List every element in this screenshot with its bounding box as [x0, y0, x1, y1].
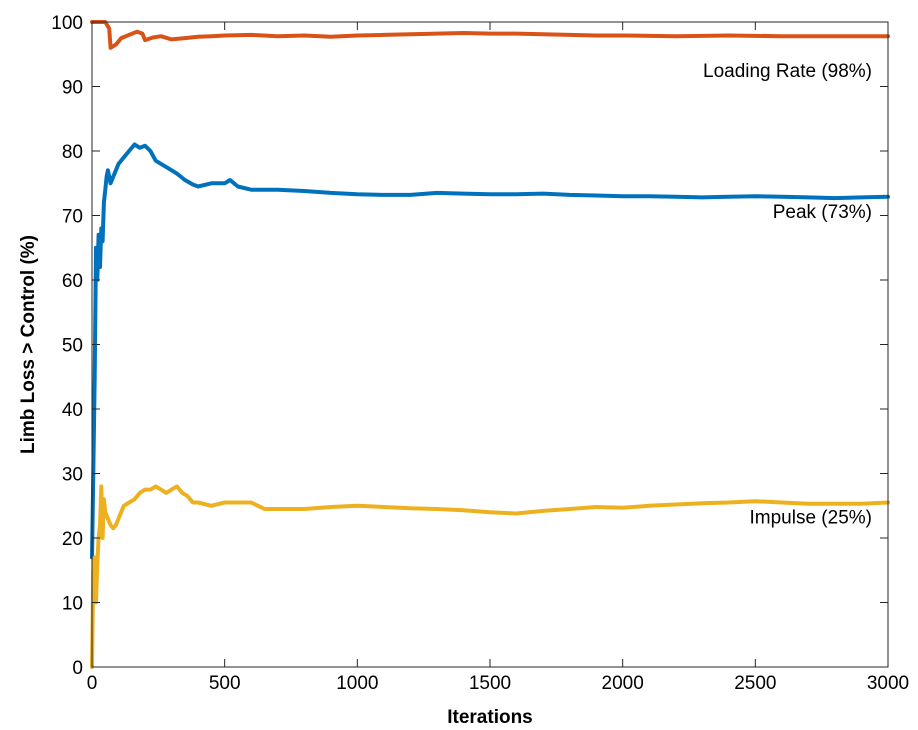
- series-label: Peak (73%): [773, 202, 872, 223]
- x-tick-label: 500: [209, 673, 241, 694]
- x-tick-label: 0: [87, 673, 98, 694]
- y-tick-label: 70: [62, 207, 83, 228]
- series-label: Loading Rate (98%): [703, 61, 872, 82]
- series-line: [90, 484, 890, 669]
- x-tick-label: 2000: [602, 673, 644, 694]
- series-line: [90, 142, 890, 560]
- series-label: Impulse (25%): [750, 508, 873, 529]
- y-tick-label: 10: [62, 594, 83, 615]
- y-tick-label: 40: [62, 400, 83, 421]
- x-tick-label: 2500: [734, 673, 776, 694]
- tick-labels-layer: 0 500 1000 1500 2000 2500 3000 0 10 20 30 40 50 60 70 8…: [51, 13, 909, 694]
- y-tick-label: 30: [62, 465, 83, 486]
- ticks-layer: [91, 21, 889, 668]
- y-tick-label: 0: [72, 658, 83, 679]
- y-tick-label: 50: [62, 336, 83, 357]
- y-tick-label: 90: [62, 78, 83, 99]
- series-line: [90, 20, 890, 50]
- x-tick-label: 1000: [336, 673, 378, 694]
- y-tick-label: 60: [62, 271, 83, 292]
- series-labels-layer: Loading Rate (98%) Peak (73%) Impulse (25%…: [703, 61, 872, 528]
- plot-frame: [91, 21, 889, 668]
- x-tick-label: 3000: [867, 673, 909, 694]
- x-axis-title: Iterations: [447, 707, 533, 728]
- y-tick-label: 80: [62, 142, 83, 163]
- y-tick-label: 20: [62, 529, 83, 550]
- x-tick-label: 1500: [469, 673, 511, 694]
- series-layer: [90, 20, 890, 669]
- y-tick-label: 100: [51, 13, 83, 34]
- y-axis-title: Limb Loss > Control (%): [18, 235, 39, 454]
